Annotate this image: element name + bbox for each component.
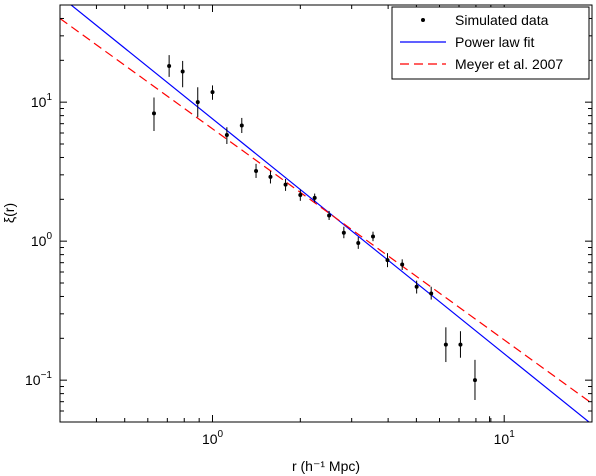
data-marker xyxy=(180,69,185,74)
data-marker xyxy=(268,174,273,179)
data-marker xyxy=(167,64,172,69)
data-point xyxy=(414,280,419,294)
data-point xyxy=(254,163,259,178)
legend-box xyxy=(391,6,590,80)
axis-ticks: 100 101 10−1 100 101 xyxy=(25,4,593,447)
data-marker xyxy=(458,342,463,347)
data-marker xyxy=(488,426,492,430)
data-point xyxy=(356,237,361,249)
data-point xyxy=(458,331,463,358)
data-point xyxy=(268,170,273,184)
legend: Simulated data Power law fit Meyer et al… xyxy=(391,6,590,80)
data-point xyxy=(167,55,172,77)
data-marker xyxy=(371,234,376,239)
legend-label-power-law-fit: Power law fit xyxy=(455,34,534,50)
y-tick-label: 10−1 xyxy=(25,370,52,388)
data-point xyxy=(400,259,405,271)
data-marker xyxy=(429,291,434,296)
data-point xyxy=(239,117,244,133)
data-marker xyxy=(298,192,303,197)
legend-marker-simulated-data xyxy=(421,18,425,22)
plot-area xyxy=(60,5,592,430)
data-point xyxy=(312,193,317,203)
data-marker xyxy=(414,284,419,289)
data-marker xyxy=(254,168,259,173)
data-point xyxy=(385,253,390,268)
data-marker xyxy=(400,262,405,267)
data-marker xyxy=(385,258,390,263)
data-point xyxy=(298,189,303,201)
data-marker xyxy=(239,123,244,128)
data-point xyxy=(210,85,215,100)
data-point xyxy=(443,327,448,363)
data-marker xyxy=(312,195,317,200)
data-point xyxy=(371,231,376,242)
data-point xyxy=(283,179,288,191)
y-tick-label: 100 xyxy=(31,231,53,249)
x-tick-label: 101 xyxy=(494,429,516,447)
data-marker xyxy=(472,378,477,383)
data-marker xyxy=(443,342,448,347)
data-point xyxy=(327,210,332,220)
data-point xyxy=(180,60,185,88)
y-axis-label: ξ(r) xyxy=(1,203,17,223)
y-tick-label: 101 xyxy=(31,92,53,110)
data-marker xyxy=(195,100,200,105)
legend-label-meyer-2007: Meyer et al. 2007 xyxy=(455,56,563,72)
data-marker xyxy=(356,240,361,245)
plot-frame xyxy=(59,4,593,423)
data-marker xyxy=(210,90,215,95)
data-point xyxy=(151,97,156,132)
data-point xyxy=(341,226,346,239)
data-point xyxy=(429,286,434,300)
legend-label-simulated-data: Simulated data xyxy=(455,12,549,28)
data-marker xyxy=(327,213,332,218)
data-point xyxy=(472,359,477,400)
series-line-meyer-et-al-2007 xyxy=(60,17,592,404)
data-marker xyxy=(151,111,156,116)
x-tick-label: 100 xyxy=(202,429,224,447)
data-marker xyxy=(283,182,288,187)
data-marker xyxy=(224,133,229,138)
data-point xyxy=(195,87,200,118)
x-axis-label: r (h⁻¹ Mpc) xyxy=(292,458,360,474)
data-marker xyxy=(341,230,346,235)
data-point xyxy=(224,127,229,144)
